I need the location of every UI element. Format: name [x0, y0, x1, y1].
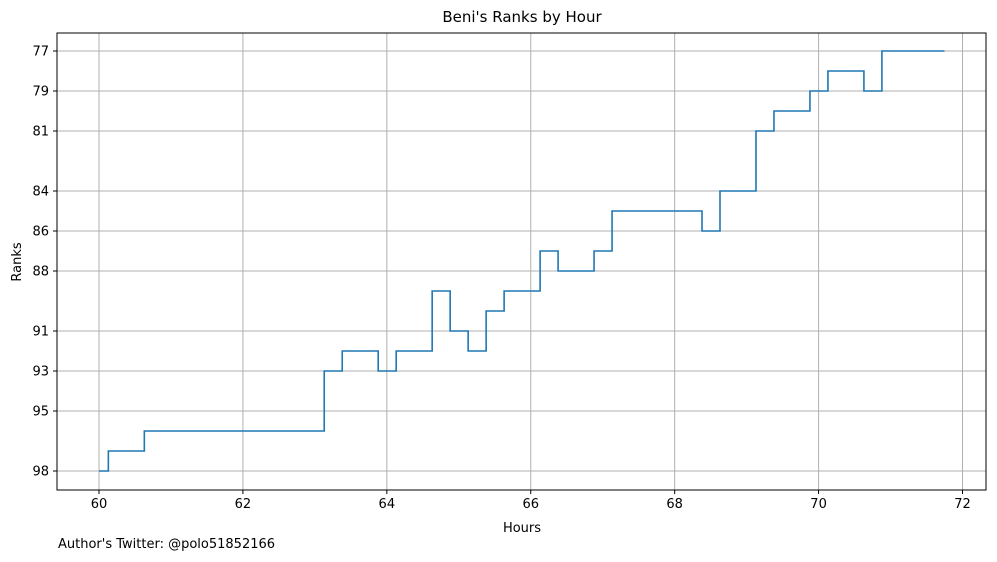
y-axis: 77 79 81 84 86 88 91 93 95 98: [32, 45, 57, 480]
x-tick-label: 60: [91, 497, 108, 512]
data-series: [99, 50, 945, 472]
y-tick-label: 88: [32, 265, 49, 280]
y-tick-label: 79: [32, 85, 49, 100]
x-tick-label: 62: [235, 497, 252, 512]
x-tick-label: 68: [666, 497, 683, 512]
grid-lines: [57, 33, 986, 490]
x-tick-label: 70: [810, 497, 827, 512]
y-tick-label: 98: [32, 465, 49, 480]
x-tick-label: 64: [379, 497, 396, 512]
y-tick-label: 77: [32, 45, 49, 60]
x-tick-label: 66: [522, 497, 539, 512]
y-tick-label: 84: [32, 185, 49, 200]
y-tick-label: 81: [32, 125, 49, 140]
y-tick-label: 91: [32, 325, 49, 340]
y-tick-label: 93: [32, 365, 49, 380]
plot-frame: [56, 32, 987, 491]
chart-title: Beni's Ranks by Hour: [442, 8, 602, 26]
x-axis: 60 62 64 66 68 70 72: [91, 490, 971, 512]
y-tick-label: 86: [32, 225, 49, 240]
x-tick-label: 72: [954, 497, 971, 512]
author-twitter-note: Author's Twitter: @polo51852166: [58, 537, 276, 552]
x-axis-label: Hours: [503, 521, 541, 536]
y-tick-label: 95: [32, 405, 49, 420]
y-axis-label: Ranks: [10, 242, 25, 281]
rank-step-line: [99, 50, 945, 472]
